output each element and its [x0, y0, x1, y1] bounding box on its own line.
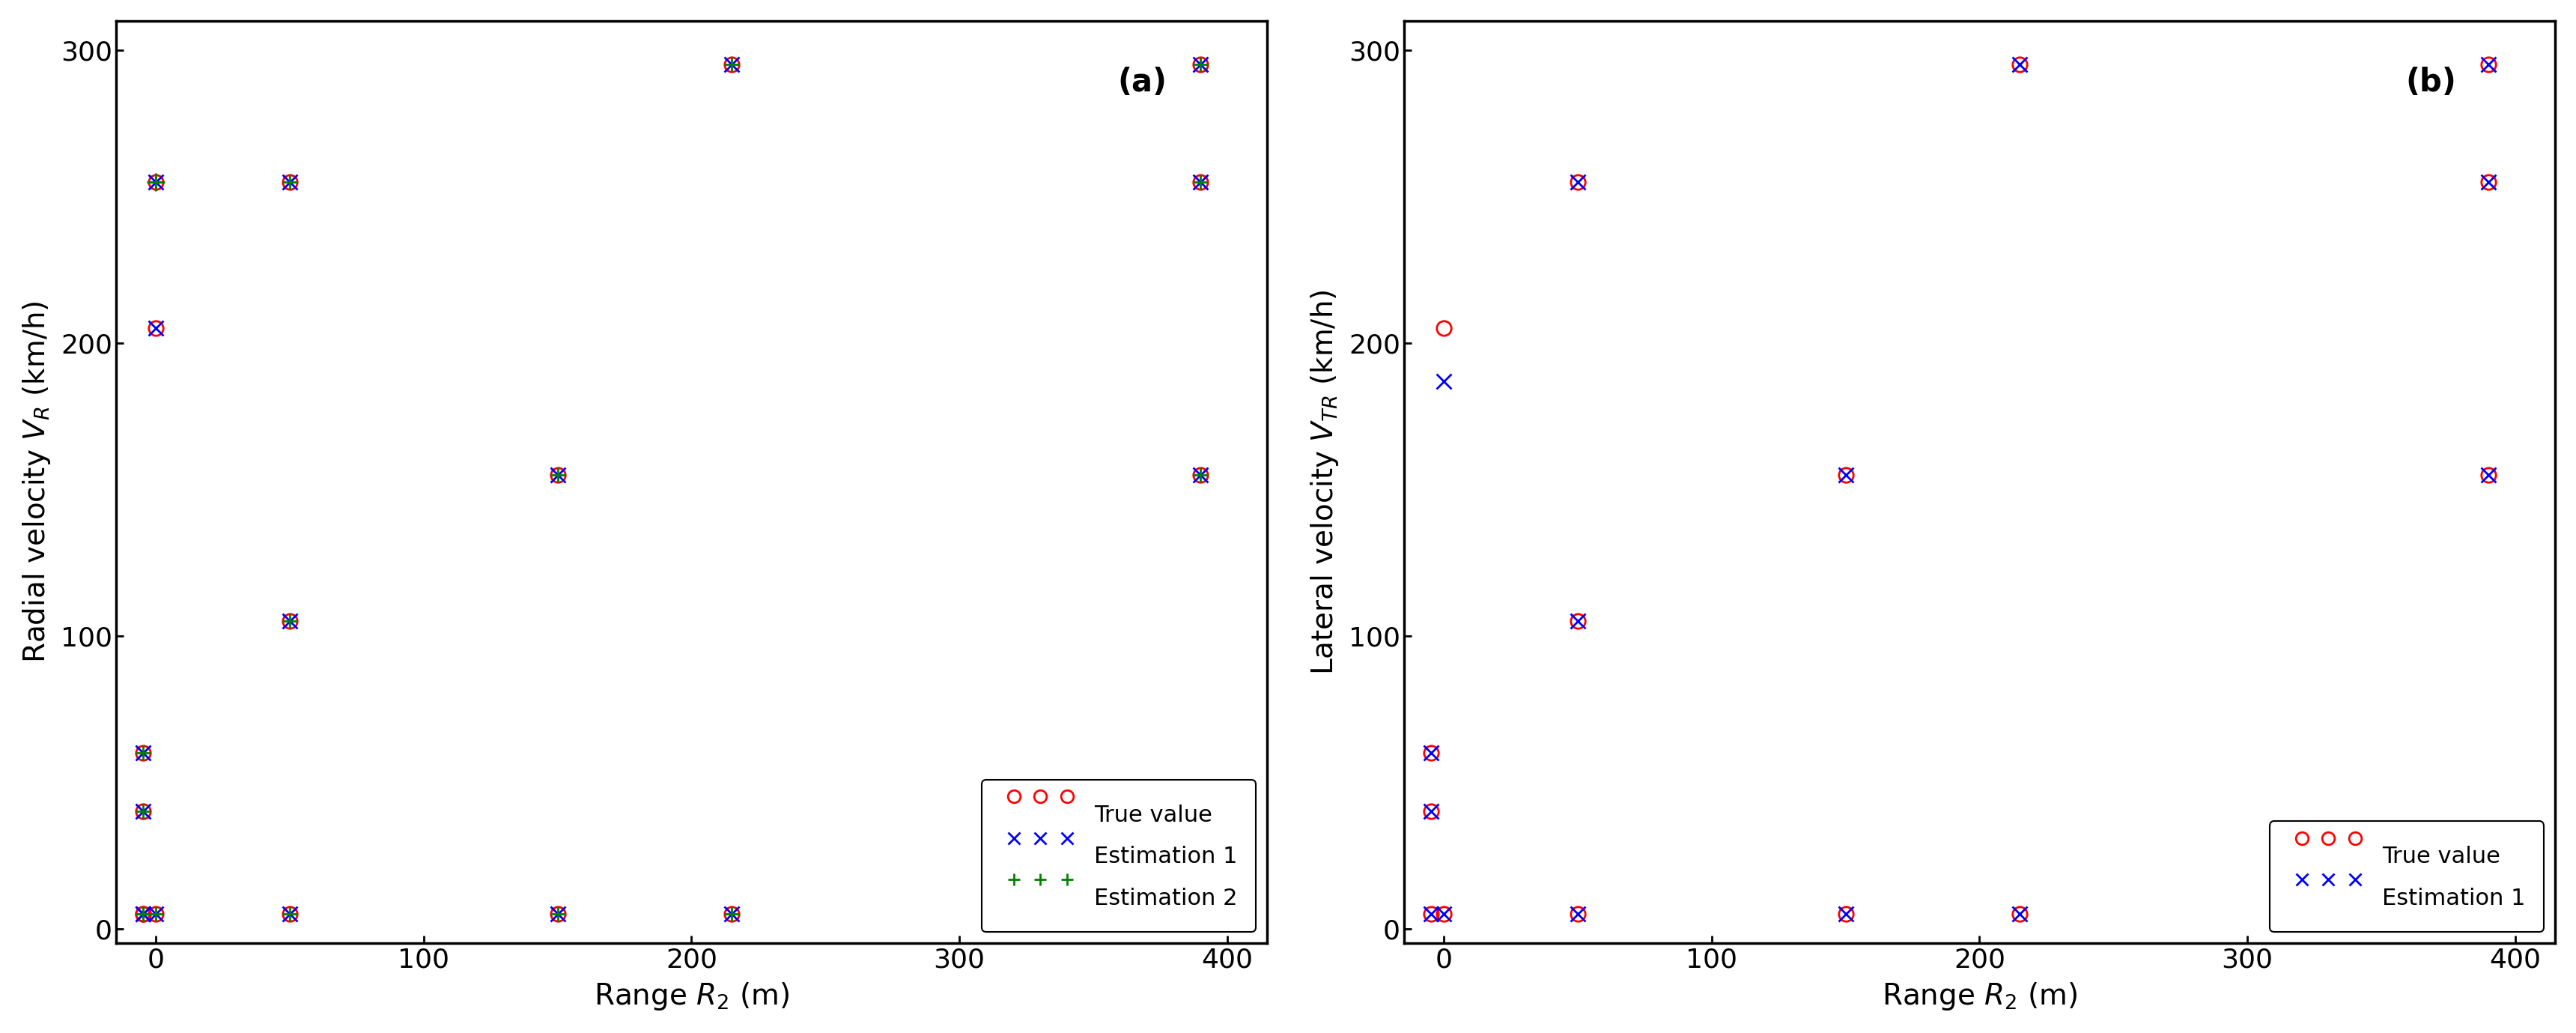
Legend: True value, Estimation 1, Estimation 2: True value, Estimation 1, Estimation 2 [981, 780, 1255, 932]
Y-axis label: Lateral velocity $V_{TR}$ (km/h): Lateral velocity $V_{TR}$ (km/h) [1309, 289, 1340, 675]
Y-axis label: Radial velocity $V_R$ (km/h): Radial velocity $V_R$ (km/h) [21, 301, 52, 663]
X-axis label: Range $R_2$ (m): Range $R_2$ (m) [595, 980, 788, 1012]
Text: (a): (a) [1118, 67, 1167, 98]
Text: (b): (b) [2406, 67, 2458, 98]
X-axis label: Range $R_2$ (m): Range $R_2$ (m) [1883, 980, 2076, 1012]
Legend: True value, Estimation 1: True value, Estimation 1 [2269, 821, 2543, 932]
